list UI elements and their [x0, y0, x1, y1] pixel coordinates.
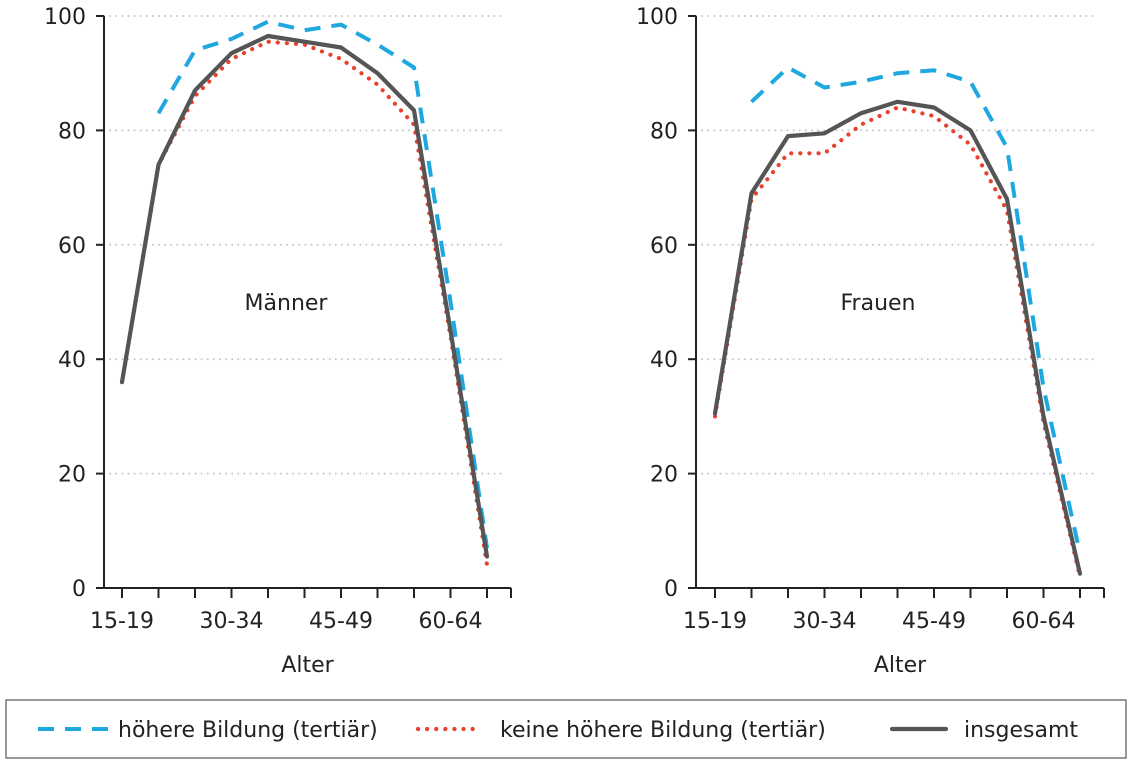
- x-axis-title: Alter: [281, 653, 334, 678]
- series-line-solid: [119, 33, 490, 559]
- y-tick-label: 80: [58, 119, 86, 144]
- x-tick-label: 30-34: [200, 609, 264, 634]
- legend-label-insgesamt: insgesamt: [964, 718, 1078, 743]
- legend: höhere Bildung (tertiär) keine höhere Bi…: [5, 699, 1127, 759]
- y-tick-label: 40: [58, 348, 86, 373]
- series-line-dotted: [712, 105, 1083, 579]
- x-tick-label: 60-64: [1012, 609, 1076, 634]
- y-tick-label: 20: [650, 463, 678, 488]
- series-line-dashed: [750, 65, 1082, 555]
- legend-label-keine-hoehere-bildung: keine höhere Bildung (tertiär): [500, 718, 826, 743]
- series-line-dashed: [156, 19, 489, 549]
- y-tick-label: 80: [650, 119, 678, 144]
- y-tick-label: 40: [650, 348, 678, 373]
- x-tick-label: 45-49: [902, 609, 966, 634]
- legend-label-hoehere-bildung: höhere Bildung (tertiär): [118, 718, 378, 743]
- x-tick-label: 15-19: [90, 609, 154, 634]
- chart-panel-maenner: 0 20 40 60 80 100 15-19 30-34 45-49 60-64 Alter Män…: [44, 5, 512, 678]
- x-tick-label: 30-34: [793, 609, 857, 634]
- x-axis-title: Alter: [874, 653, 927, 678]
- x-tick-label: 15-19: [683, 609, 747, 634]
- chart-panel-frauen: 0 20 40 60 80 100 15-19 30-34 45-49 60-64 Alter Fra…: [636, 5, 1105, 678]
- x-tick-label: 60-64: [419, 609, 483, 634]
- y-tick-label: 0: [664, 577, 678, 602]
- y-tick-label: 60: [58, 234, 86, 259]
- y-tick-label: 100: [636, 5, 678, 30]
- series-line-solid: [712, 99, 1083, 576]
- y-tick-label: 100: [44, 5, 86, 30]
- y-tick-label: 20: [58, 463, 86, 488]
- panel-label: Männer: [245, 291, 329, 316]
- y-tick-label: 60: [650, 234, 678, 259]
- x-tick-label: 45-49: [309, 609, 373, 634]
- y-tick-label: 0: [72, 577, 86, 602]
- panel-label: Frauen: [840, 291, 915, 316]
